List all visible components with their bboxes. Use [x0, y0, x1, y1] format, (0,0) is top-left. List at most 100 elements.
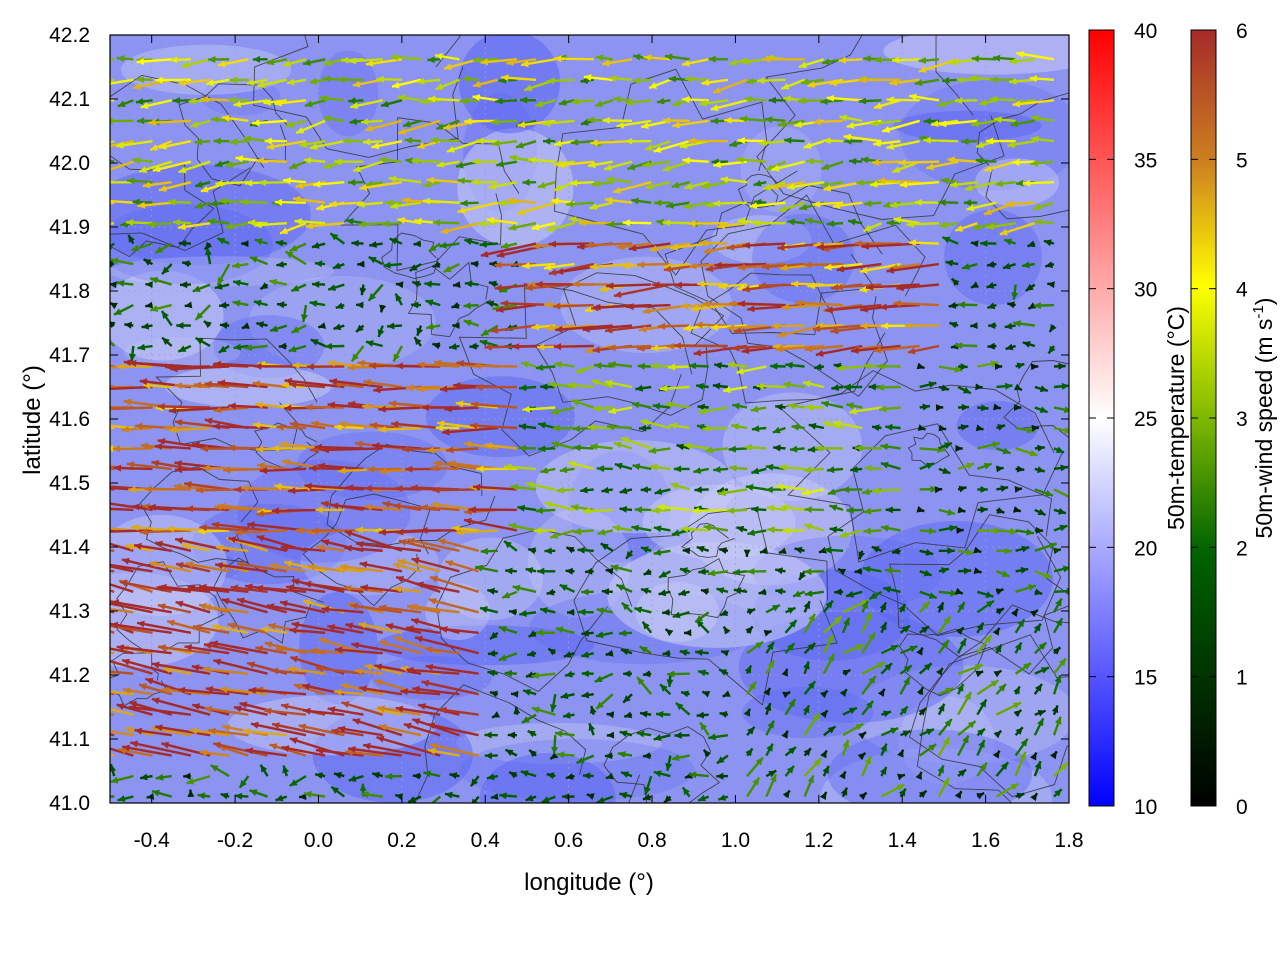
wind-arrow	[184, 301, 193, 309]
wind-arrow	[121, 557, 172, 573]
wind-arrow	[161, 336, 173, 347]
contour-line	[213, 557, 324, 644]
temperature-patch	[437, 537, 544, 621]
contour-line	[110, 652, 168, 707]
y-tick-label: 41.5	[49, 472, 90, 495]
wind-arrow	[254, 238, 268, 246]
wind-arrow	[311, 242, 326, 249]
wind-arrow	[479, 339, 499, 348]
colorbar-tick-label: 2	[1236, 537, 1248, 560]
wind-arrow	[339, 563, 383, 573]
wind-arrow	[469, 775, 480, 788]
wind-arrow	[427, 95, 460, 103]
wind-arrow	[157, 403, 211, 410]
wind-arrow	[365, 119, 403, 132]
wind-arrow	[207, 218, 230, 225]
wind-arrow	[256, 321, 268, 329]
wind-arrow	[462, 75, 479, 83]
wind-arrow	[359, 685, 403, 696]
wind-arrow	[510, 690, 519, 698]
wind-arrow	[438, 706, 479, 716]
wind-arrow	[430, 795, 441, 803]
wind-arrow	[291, 621, 345, 634]
wind-arrow	[117, 363, 153, 370]
wind-arrow	[377, 705, 422, 716]
wind-arrow	[202, 666, 249, 675]
wind-arrow	[432, 261, 441, 268]
temperature-patch	[740, 126, 822, 213]
wind-arrow	[449, 772, 460, 779]
wind-arrow	[224, 222, 249, 230]
wind-arrow	[348, 97, 364, 105]
colorbar-tick-label: 10	[1134, 796, 1157, 819]
wind-arrow	[163, 424, 191, 432]
wind-arrow	[380, 99, 403, 108]
wind-arrow	[215, 562, 268, 573]
wind-arrow	[271, 722, 326, 737]
wind-arrow	[157, 438, 211, 450]
wind-arrow	[283, 560, 326, 573]
wind-arrow	[412, 685, 460, 696]
wind-arrow	[232, 299, 249, 307]
wind-arrow	[362, 742, 422, 757]
wind-arrow	[432, 342, 441, 350]
wind-arrow	[314, 260, 326, 268]
wind-arrow	[345, 218, 364, 225]
wind-arrow	[110, 730, 134, 737]
wind-arrow	[147, 220, 172, 228]
wind-arrow	[178, 222, 211, 231]
wind-arrow	[110, 529, 115, 532]
wind-arrow	[443, 263, 460, 274]
wind-arrow	[487, 669, 499, 677]
wind-arrow	[151, 459, 192, 471]
wind-arrow	[330, 785, 346, 798]
x-tick-label: 0.4	[471, 829, 501, 852]
wind-arrow	[259, 282, 269, 291]
temperature-patch	[200, 77, 281, 116]
wind-arrow	[139, 528, 191, 536]
wind-arrow	[395, 705, 441, 716]
wind-arrow	[279, 600, 326, 614]
wind-arrow	[110, 569, 115, 573]
y-tick-label: 41.0	[49, 792, 90, 815]
temperature-patch	[376, 625, 595, 666]
wind-arrow	[378, 640, 422, 655]
wind-arrow	[210, 640, 268, 655]
wind-arrow	[110, 763, 117, 777]
wind-arrow	[178, 78, 211, 87]
wind-arrow	[264, 137, 287, 145]
wind-arrow	[343, 585, 383, 593]
wind-arrow	[341, 701, 384, 716]
temperature-patch	[738, 611, 964, 723]
temperature-patch	[110, 164, 311, 265]
wind-arrow	[389, 237, 403, 245]
wind-arrow	[115, 140, 153, 149]
wind-arrow	[321, 446, 383, 454]
wind-arrow	[421, 679, 479, 696]
wind-arrow	[489, 631, 499, 641]
contour-line	[110, 74, 265, 251]
wind-arrow	[411, 301, 422, 309]
wind-arrow	[256, 157, 287, 165]
wind-arrow	[215, 544, 249, 552]
wind-arrow	[489, 690, 499, 698]
wind-arrow	[110, 621, 172, 634]
wind-arrow	[364, 663, 403, 675]
wind-arrow	[268, 562, 307, 573]
wind-arrow	[183, 772, 191, 780]
wind-arrow	[263, 707, 307, 716]
wind-arrow	[372, 442, 422, 450]
wind-arrow	[241, 240, 249, 248]
wind-arrow	[303, 157, 326, 164]
wind-arrow	[435, 424, 460, 432]
wind-arrow	[257, 462, 287, 471]
wind-arrow	[393, 585, 422, 593]
wind-arrow	[309, 140, 345, 151]
wind-arrow	[212, 623, 249, 634]
wind-arrow	[194, 201, 211, 209]
wind-arrow	[432, 486, 479, 494]
wind-arrow	[305, 222, 345, 230]
wind-arrow	[321, 605, 364, 614]
wind-arrow	[309, 77, 326, 85]
y-tick-label: 41.7	[49, 344, 90, 367]
